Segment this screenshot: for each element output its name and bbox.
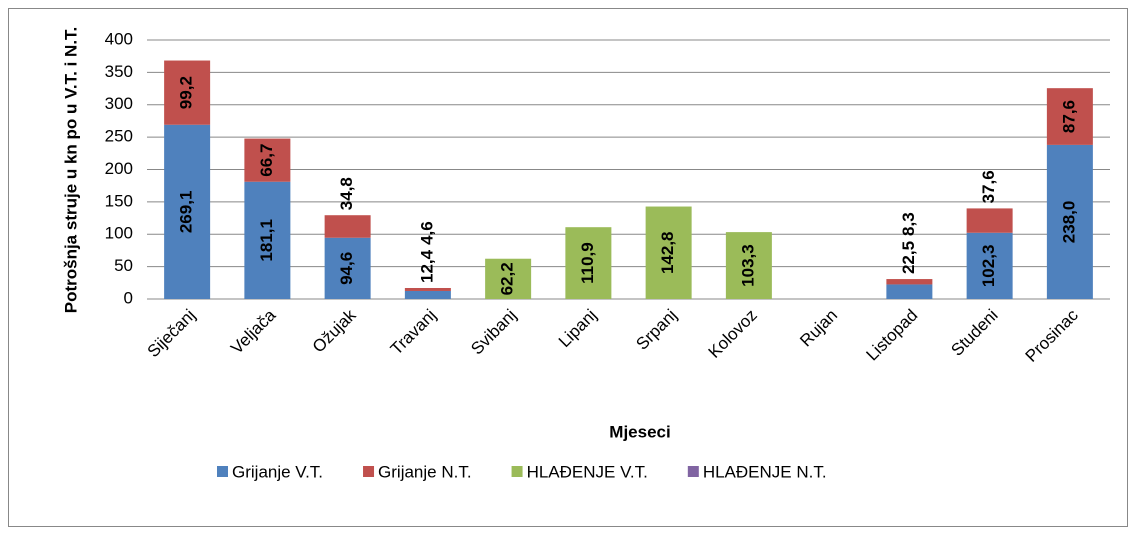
bar-segment: [485, 258, 532, 299]
data-label: 4,6: [417, 221, 436, 245]
y-tick-label: 150: [105, 191, 133, 210]
bar-segment: [404, 287, 451, 291]
bar-segment: [725, 232, 772, 299]
legend-label: Grijanje N.T.: [378, 462, 472, 481]
y-tick-label: 50: [114, 256, 133, 275]
y-tick-label: 100: [105, 224, 133, 243]
data-label: 66,7: [257, 144, 276, 177]
bar-segment: [164, 124, 211, 299]
y-tick-label: 200: [105, 159, 133, 178]
legend-swatch: [363, 466, 375, 477]
bar-segment: [324, 237, 371, 299]
legend-swatch: [687, 466, 699, 477]
data-label: 238,0: [1059, 201, 1078, 244]
data-label: 8,3: [899, 212, 918, 236]
bar-segment: [244, 138, 291, 182]
y-tick-label: 350: [105, 62, 133, 81]
data-label: 37,6: [979, 170, 998, 203]
bar-segment: [324, 215, 371, 238]
bar-segment: [966, 208, 1013, 233]
data-label: 99,2: [177, 76, 196, 109]
data-label: 102,3: [979, 245, 998, 288]
data-label: 34,8: [337, 177, 356, 210]
legend-label: HLAĐENJE V.T.: [527, 462, 648, 481]
data-label: 94,6: [337, 252, 356, 285]
bar-segment: [886, 284, 933, 299]
data-label: 142,8: [658, 231, 677, 274]
data-label: 22,5: [899, 241, 918, 274]
legend-label: HLAĐENJE N.T.: [703, 462, 827, 481]
y-tick-label: 250: [105, 127, 133, 146]
data-label: 269,1: [177, 191, 196, 234]
data-label: 103,3: [738, 244, 757, 287]
data-label: 181,1: [257, 219, 276, 262]
bar-segment: [565, 227, 612, 299]
data-label: 12,4: [417, 249, 436, 283]
y-axis-title: Potrošnja struje u kn po u V.T. i N.T.: [61, 27, 80, 314]
y-tick-label: 300: [105, 94, 133, 113]
bar-segment: [966, 232, 1013, 299]
legend-swatch: [511, 466, 523, 477]
data-label: 87,6: [1059, 100, 1078, 133]
legend-label: Grijanje V.T.: [232, 462, 323, 481]
bar-segment: [886, 279, 933, 285]
bar-segment: [404, 290, 451, 299]
bar-segment: [164, 60, 211, 125]
bar-segment: [1046, 144, 1093, 299]
bar-segment: [1046, 88, 1093, 145]
x-axis-title: Mjeseci: [609, 422, 670, 441]
legend-swatch: [217, 466, 228, 477]
bar-segment: [645, 206, 692, 299]
y-tick-label: 400: [105, 29, 133, 48]
data-label: 62,2: [498, 262, 517, 295]
bar-segment: [244, 181, 291, 299]
data-label: 110,9: [578, 242, 597, 284]
y-tick-label: 0: [124, 288, 133, 307]
